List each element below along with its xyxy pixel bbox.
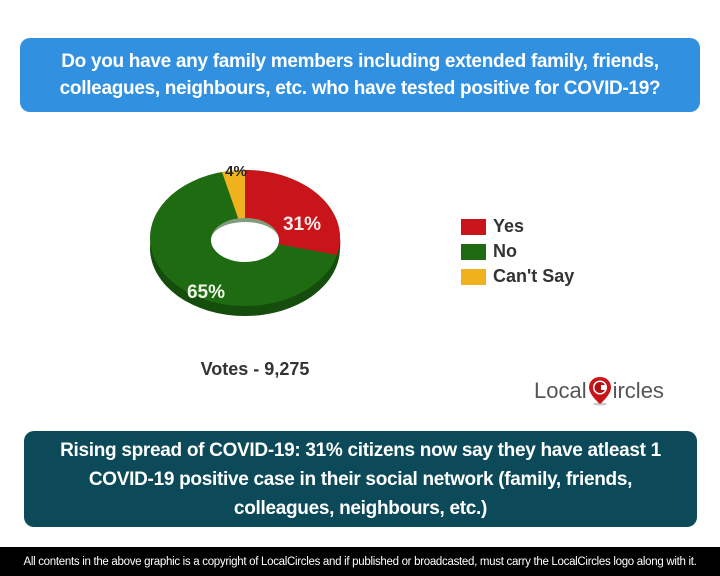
summary-banner: Rising spread of COVID-19: 31% citizens …: [24, 431, 697, 527]
legend-item-yes: Yes: [461, 214, 574, 239]
legend-swatch-yes: [461, 218, 486, 235]
logo-text-ircles: ircles: [612, 378, 664, 403]
copyright-footer: All contents in the above graphic is a c…: [0, 547, 720, 576]
legend-label: Yes: [493, 216, 525, 236]
chart-legend: Yes No Can't Say: [461, 214, 574, 289]
label-yes: 31%: [283, 214, 321, 235]
legend-swatch-cant-say: [461, 268, 486, 285]
footer-text: All contents in the above graphic is a c…: [23, 555, 697, 568]
legend-item-no: No: [461, 239, 574, 264]
summary-text: Rising spread of COVID-19: 31% citizens …: [60, 439, 661, 519]
donut-hole: [211, 218, 279, 262]
legend-item-cant-say: Can't Say: [461, 264, 574, 289]
legend-label: Can't Say: [493, 266, 575, 286]
question-banner: Do you have any family members including…: [20, 38, 700, 112]
donut-chart: 4% 31% 65%: [150, 163, 341, 316]
donut-top: [150, 169, 341, 306]
label-cant-say: 4%: [225, 163, 247, 180]
logo-text-local: Local: [534, 378, 587, 403]
map-pin-icon: [588, 377, 611, 406]
label-no: 65%: [187, 282, 225, 303]
votes-count: Votes - 9,275: [200, 359, 310, 379]
localcircles-logo: Local ircles: [534, 376, 664, 406]
legend-label: No: [493, 241, 517, 261]
legend-swatch-no: [461, 243, 486, 260]
question-text: Do you have any family members including…: [59, 51, 661, 99]
